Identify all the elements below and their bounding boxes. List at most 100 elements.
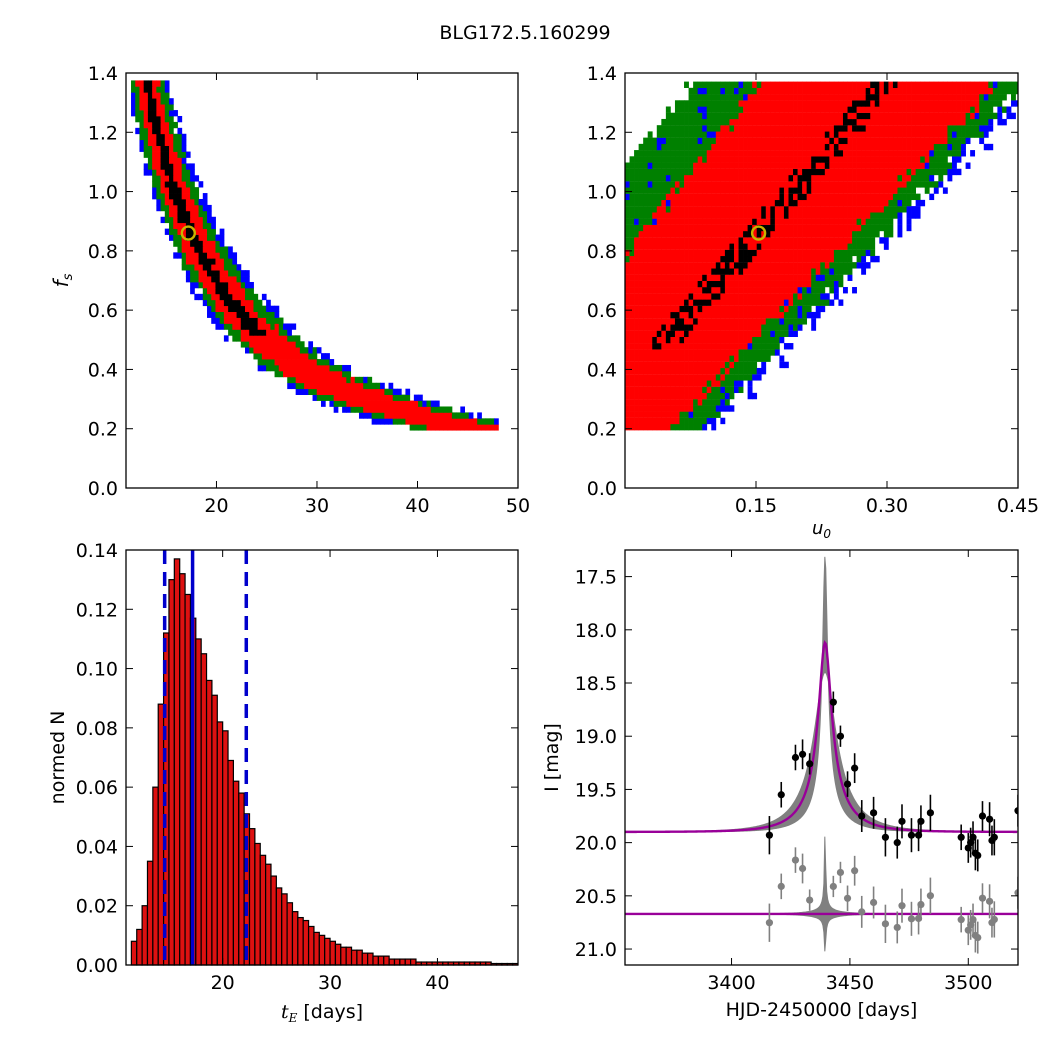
- posterior-cell-sigma2: [711, 349, 717, 356]
- posterior-cell-sigma2: [765, 118, 771, 126]
- posterior-cell-sigma3: [661, 125, 667, 132]
- posterior-cell-sigma3: [236, 276, 242, 283]
- posterior-cell-sigma2: [706, 324, 712, 331]
- posterior-cell-sigma3: [295, 335, 301, 342]
- posterior-cell-sigma2: [724, 125, 730, 132]
- posterior-cell-sigma3: [988, 100, 994, 107]
- posterior-cell-sigma3: [752, 336, 758, 344]
- posterior-cell-sigma2: [942, 87, 948, 95]
- x-tick-label: 30: [305, 495, 329, 517]
- posterior-cell-sigma2: [152, 163, 157, 170]
- posterior-cell-sigma3: [902, 187, 907, 194]
- posterior-cell-sigma2: [829, 255, 835, 263]
- posterior-cell-sigma4: [897, 224, 903, 232]
- histogram-bar: [270, 875, 277, 966]
- data-point: [985, 815, 994, 823]
- posterior-cell-sigma3: [970, 131, 976, 138]
- posterior-cell-sigma4: [194, 293, 200, 301]
- posterior-cell-sigma2: [788, 156, 794, 163]
- posterior-cell-sigma2: [938, 118, 944, 126]
- posterior-cell-sigma2: [706, 318, 712, 325]
- posterior-cell-sigma3: [346, 376, 352, 384]
- posterior-cell-sigma2: [829, 87, 835, 95]
- posterior-cell-sigma3: [811, 293, 817, 300]
- posterior-cell-sigma2: [684, 367, 689, 375]
- posterior-cell-sigma1: [806, 168, 812, 176]
- posterior-cell-sigma2: [679, 274, 685, 281]
- posterior-cell-sigma3: [897, 187, 903, 194]
- posterior-cell-sigma2: [679, 380, 685, 387]
- posterior-cell-sigma4: [320, 353, 326, 360]
- posterior-cell-sigma2: [232, 287, 238, 295]
- posterior-cell-sigma2: [883, 168, 889, 176]
- posterior-cell-sigma2: [752, 137, 758, 145]
- posterior-cell-sigma2: [409, 412, 415, 419]
- posterior-cell-sigma2: [770, 243, 776, 250]
- posterior-cell-sigma4: [261, 293, 267, 301]
- posterior-cell-sigma2: [738, 274, 744, 281]
- posterior-cell-sigma2: [693, 293, 699, 300]
- posterior-cell-sigma2: [177, 157, 183, 164]
- posterior-cell-sigma2: [915, 94, 921, 101]
- posterior-cell-sigma2: [783, 100, 789, 107]
- posterior-cell-sigma1: [670, 311, 676, 319]
- posterior-cell-sigma2: [724, 206, 730, 213]
- posterior-cell-sigma2: [656, 237, 662, 244]
- posterior-cell-sigma2: [693, 386, 699, 394]
- posterior-cell-sigma2: [354, 388, 360, 395]
- posterior-cell-sigma2: [316, 370, 322, 378]
- posterior-cell-sigma2: [779, 299, 785, 306]
- posterior-cell-sigma2: [756, 106, 762, 113]
- posterior-cell-sigma2: [761, 118, 767, 126]
- posterior-cell-sigma3: [223, 264, 229, 271]
- posterior-cell-sigma2: [920, 87, 926, 95]
- posterior-cell-sigma2: [738, 287, 744, 294]
- posterior-cell-sigma3: [643, 162, 649, 169]
- posterior-cell-sigma2: [670, 193, 676, 201]
- posterior-cell-sigma1: [733, 262, 739, 269]
- posterior-cell-sigma3: [342, 370, 347, 378]
- posterior-cell-sigma2: [747, 274, 753, 281]
- posterior-cell-sigma3: [185, 175, 191, 182]
- posterior-cell-sigma1: [865, 112, 871, 120]
- posterior-cell-sigma3: [202, 216, 208, 224]
- posterior-cell-sigma2: [970, 87, 976, 95]
- posterior-cell-sigma3: [793, 311, 798, 319]
- posterior-cell-sigma1: [236, 305, 242, 312]
- posterior-cell-sigma3: [679, 162, 685, 169]
- posterior-cell-sigma1: [756, 224, 762, 232]
- posterior-cell-sigma4: [720, 417, 726, 425]
- posterior-cell-sigma2: [661, 237, 667, 244]
- posterior-cell-sigma2: [643, 399, 649, 406]
- posterior-cell-sigma1: [147, 104, 153, 111]
- x-tick-label: 20: [211, 972, 235, 994]
- posterior-cell-sigma2: [797, 218, 803, 225]
- posterior-cell-sigma2: [693, 349, 699, 356]
- posterior-cell-sigma2: [693, 343, 699, 350]
- posterior-cell-sigma2: [833, 137, 839, 145]
- posterior-cell-sigma3: [228, 323, 233, 330]
- posterior-cell-sigma1: [674, 324, 680, 331]
- posterior-cell-sigma3: [711, 399, 717, 406]
- posterior-cell-sigma3: [838, 262, 844, 269]
- histogram-bar: [168, 579, 175, 966]
- posterior-cell-sigma2: [752, 100, 758, 107]
- posterior-cell-sigma2: [371, 394, 377, 401]
- posterior-cell-sigma2: [779, 112, 785, 120]
- posterior-cell-sigma2: [661, 268, 667, 275]
- posterior-cell-sigma4: [143, 169, 149, 176]
- posterior-cell-sigma2: [443, 424, 449, 431]
- posterior-cell-sigma2: [656, 367, 662, 375]
- posterior-cell-sigma2: [747, 318, 753, 325]
- posterior-cell-sigma2: [743, 106, 748, 113]
- posterior-cell-sigma3: [961, 125, 966, 132]
- posterior-cell-sigma2: [879, 156, 885, 163]
- posterior-cell-sigma2: [194, 264, 200, 271]
- posterior-cell-sigma2: [634, 305, 639, 313]
- posterior-cell-sigma4: [181, 145, 187, 152]
- posterior-cell-sigma2: [697, 262, 703, 269]
- posterior-cell-sigma1: [211, 270, 216, 277]
- x-tick-label: 0.15: [735, 495, 777, 517]
- posterior-cell-sigma3: [240, 341, 246, 348]
- posterior-cell-sigma2: [236, 323, 242, 330]
